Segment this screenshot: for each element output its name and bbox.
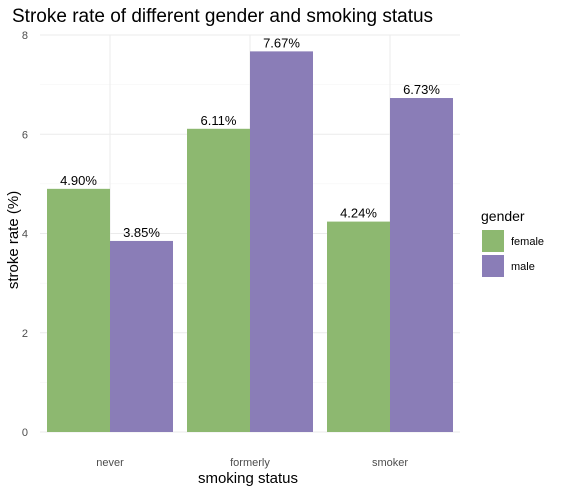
x-tick-label: formerly bbox=[230, 457, 270, 469]
y-tick-label: 0 bbox=[22, 427, 28, 439]
y-axis-title: stroke rate (%) bbox=[5, 191, 22, 289]
data-label: 7.67% bbox=[263, 35, 300, 50]
chart-title: Stroke rate of different gender and smok… bbox=[12, 6, 433, 27]
bar-female-never bbox=[47, 188, 110, 432]
data-label: 4.90% bbox=[60, 173, 97, 188]
legend-swatch-male bbox=[482, 255, 504, 277]
x-axis: never formerly smoker bbox=[96, 457, 408, 469]
data-label: 4.24% bbox=[340, 206, 377, 221]
x-axis-title: smoking status bbox=[198, 470, 298, 487]
data-label: 6.73% bbox=[403, 82, 440, 97]
y-tick-label: 8 bbox=[22, 30, 28, 42]
bar-male-smoker bbox=[390, 98, 453, 433]
bar-female-formerly bbox=[187, 128, 250, 432]
bar-female-smoker bbox=[327, 221, 390, 432]
legend: gender female male bbox=[481, 208, 544, 277]
bar-male-formerly bbox=[250, 51, 313, 432]
data-labels: 4.90% 3.85% 6.11% 7.67% 4.24% 6.73% bbox=[60, 35, 440, 240]
data-label: 6.11% bbox=[201, 113, 237, 128]
data-label: 3.85% bbox=[123, 225, 160, 240]
y-tick-label: 4 bbox=[22, 229, 28, 241]
legend-title: gender bbox=[481, 208, 525, 224]
y-tick-label: 6 bbox=[22, 129, 28, 141]
bar-male-never bbox=[110, 240, 173, 432]
x-tick-label: smoker bbox=[372, 457, 408, 469]
legend-label-female: female bbox=[511, 236, 544, 248]
x-tick-label: never bbox=[96, 457, 124, 469]
legend-label-male: male bbox=[511, 261, 535, 273]
bars bbox=[47, 51, 453, 433]
legend-swatch-female bbox=[482, 230, 504, 252]
y-axis: 0 2 4 6 8 bbox=[22, 30, 28, 439]
y-tick-label: 2 bbox=[22, 328, 28, 340]
